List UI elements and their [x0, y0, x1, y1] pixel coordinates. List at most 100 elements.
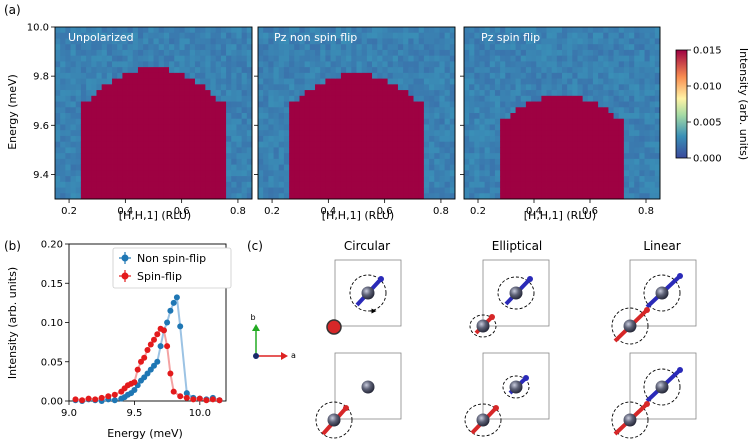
- heatmap-cell: [106, 55, 113, 62]
- heatmap-cell: [403, 135, 409, 143]
- colorbar-tick-label: 0.005: [693, 118, 722, 129]
- heatmap-cell: [434, 118, 440, 125]
- heatmap-cell: [75, 176, 82, 183]
- heatmap-cell: [623, 55, 630, 62]
- heatmap-cell: [392, 90, 399, 97]
- heatmap-cell: [434, 135, 440, 143]
- heatmap-cell: [325, 67, 331, 74]
- heatmap-cell: [335, 61, 342, 68]
- heatmap-cell: [148, 27, 154, 34]
- heatmap-cell: [75, 118, 82, 125]
- heatmap-cell: [654, 27, 661, 34]
- heatmap-cell: [356, 84, 363, 91]
- heatmap-cell: [556, 118, 563, 125]
- heatmap-cell: [377, 193, 383, 200]
- heatmap-cell: [299, 44, 306, 51]
- heatmap-cell: [335, 135, 342, 143]
- heatmap-cell: [194, 38, 201, 45]
- heatmap-cell: [654, 187, 661, 194]
- heatmap-cell: [60, 67, 66, 74]
- heatmap-cell: [86, 55, 92, 62]
- heatmap-cell: [572, 27, 578, 34]
- heatmap-cell: [464, 95, 470, 102]
- heatmap-cell: [351, 118, 357, 125]
- heatmap-cell: [541, 176, 547, 183]
- heatmap-cell: [479, 147, 486, 154]
- heatmap-cell: [117, 72, 123, 79]
- heatmap-cell: [541, 55, 547, 62]
- heatmap-cell: [546, 130, 553, 137]
- heatmap-cell: [335, 72, 342, 79]
- heatmap-cell: [423, 187, 430, 194]
- heatmap-cell: [592, 141, 599, 148]
- heatmap-cell: [189, 176, 196, 183]
- heatmap-cell: [315, 61, 321, 68]
- heatmap-cell: [598, 61, 604, 68]
- heatmap-cell: [117, 147, 123, 154]
- heatmap-cell: [340, 84, 347, 91]
- heatmap-cell: [60, 113, 66, 120]
- heatmap-cell: [65, 67, 71, 74]
- heatmap-cell: [294, 135, 300, 143]
- heatmap-cell: [179, 176, 185, 183]
- heatmap-cell: [464, 101, 470, 108]
- heatmap-cell: [163, 101, 170, 108]
- heatmap-cell: [556, 164, 563, 171]
- heatmap-cell: [520, 32, 527, 39]
- heatmap-cell: [608, 153, 614, 160]
- heatmap-cell: [361, 187, 368, 194]
- heatmap-cell: [289, 67, 295, 74]
- heatmap-cell: [423, 27, 430, 34]
- heatmap-cell: [127, 147, 134, 154]
- heatmap-cell: [382, 153, 388, 160]
- heatmap-cell: [366, 101, 373, 108]
- heatmap-cell: [189, 153, 196, 160]
- heatmap-cell: [515, 44, 522, 51]
- heatmap-cell: [634, 113, 640, 120]
- heatmap-cell: [143, 55, 149, 62]
- heatmap-cell: [70, 67, 77, 74]
- heatmap-cell: [644, 49, 651, 57]
- heatmap-cell: [241, 55, 248, 62]
- heatmap-cell: [423, 107, 430, 114]
- heatmap-cell: [525, 44, 532, 51]
- heatmap-cell: [340, 170, 347, 177]
- heatmap-cell: [387, 193, 394, 200]
- heatmap-cell: [469, 101, 475, 108]
- heatmap-cell: [241, 170, 248, 177]
- heatmap-cell: [210, 90, 217, 97]
- heatmap-cell: [408, 147, 414, 154]
- heatmap-cell: [567, 118, 573, 125]
- heatmap-cell: [546, 72, 553, 79]
- heatmap-cell: [189, 84, 196, 91]
- heatmap-cell: [531, 95, 537, 102]
- heatmap-cell: [366, 67, 373, 74]
- heatmap-cell: [117, 164, 123, 171]
- heatmap-cell: [429, 124, 435, 131]
- heatmap-cell: [510, 49, 516, 57]
- heatmap-cell: [112, 135, 118, 143]
- heatmap-cell: [96, 118, 103, 125]
- heatmap-cell: [330, 181, 337, 188]
- heatmap-cell: [220, 61, 227, 68]
- heatmap-cell: [649, 78, 656, 85]
- heatmap-cell: [60, 49, 66, 57]
- heatmap-cell: [231, 181, 237, 188]
- heatmap-cell: [408, 181, 414, 188]
- heatmap-cell: [283, 135, 290, 143]
- heatmap-cell: [174, 90, 180, 97]
- heatmap-cell: [546, 32, 553, 39]
- heatmap-cell: [397, 38, 404, 45]
- heatmap-cell: [194, 170, 201, 177]
- heatmap-cell: [215, 90, 222, 97]
- heatmap-cell: [525, 113, 532, 120]
- heatmap-cell: [137, 124, 144, 131]
- heatmap-cell: [494, 55, 501, 62]
- heatmap-cell: [106, 164, 113, 171]
- heatmap-cell: [330, 55, 337, 62]
- heatmap-cell: [194, 124, 201, 131]
- heatmap-cell: [148, 170, 154, 177]
- heatmap-cell: [403, 141, 409, 148]
- heatmap-cell: [479, 118, 486, 125]
- heatmap-cell: [351, 124, 357, 131]
